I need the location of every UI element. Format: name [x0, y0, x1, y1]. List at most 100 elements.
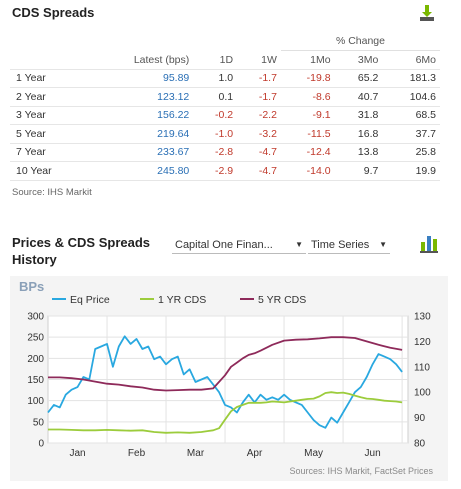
left-tick-label: 50: [33, 417, 45, 428]
change-d1: -0.2: [193, 105, 238, 125]
cds-history-chart: BPs 0 50 100 150 200 250 300 80 90 100 110 120 130 Jan…: [10, 276, 448, 481]
change-mo6: 37.7: [382, 124, 440, 143]
col-header-1d: 1D: [219, 53, 234, 66]
change-mo1: -8.6: [280, 87, 335, 106]
history-title-line1: Prices & CDS Spreads: [12, 235, 151, 250]
latest-spread-link[interactable]: 95.89: [86, 68, 194, 88]
change-w1: -1.7: [237, 68, 281, 88]
change-mo1: -12.4: [280, 142, 335, 162]
chevron-down-icon: ▼: [295, 240, 303, 249]
latest-spread-link[interactable]: 123.12: [86, 87, 194, 106]
x-tick-label: May: [304, 448, 323, 459]
y-unit-label: BPs: [19, 279, 44, 294]
right-tick-label: 100: [414, 388, 431, 399]
company-select-value: Capital One Finan...: [175, 238, 273, 251]
pct-change-header: % Change: [280, 32, 440, 51]
series-line-eq-price: [47, 335, 403, 429]
row-tenor-label: 3 Year: [10, 105, 87, 125]
change-mo3: 9.7: [334, 161, 383, 181]
change-mo3: 16.8: [334, 124, 383, 143]
latest-spread-link[interactable]: 233.67: [86, 142, 194, 162]
latest-spread-link[interactable]: 156.22: [86, 105, 194, 125]
change-w1: -3.2: [237, 124, 281, 143]
latest-spread-link[interactable]: 245.80: [86, 161, 194, 181]
chart-type-select-value: Time Series: [311, 238, 370, 251]
legend-label: 1 YR CDS: [158, 294, 206, 306]
cds-table-header-row: Latest (bps) 1D 1W 1Mo 3Mo 6Mo: [10, 51, 440, 70]
chevron-down-icon: ▼: [379, 240, 387, 249]
row-tenor-label: 10 Year: [10, 161, 87, 181]
row-tenor-label: 5 Year: [10, 124, 87, 143]
change-d1: -1.0: [193, 124, 238, 143]
right-tick-label: 130: [414, 312, 431, 323]
x-tick-label: Feb: [128, 448, 146, 459]
table-row: 5 Year 219.64 -1.0 -3.2 -11.5 16.8 37.7: [10, 124, 440, 143]
change-mo3: 31.8: [334, 105, 383, 125]
left-tick-label: 200: [27, 354, 44, 365]
change-mo3: 65.2: [334, 68, 383, 88]
change-mo1: -11.5: [280, 124, 335, 143]
change-mo6: 104.6: [382, 87, 440, 106]
table-row: 2 Year 123.12 0.1 -1.7 -8.6 40.7 104.6: [10, 87, 440, 106]
table-row: 3 Year 156.22 -0.2 -2.2 -9.1 31.8 68.5: [10, 105, 440, 125]
col-header-6mo: 6Mo: [415, 53, 436, 66]
cds-spreads-title: CDS Spreads: [12, 5, 95, 20]
left-tick-label: 0: [38, 439, 44, 450]
chart-type-select[interactable]: Time Series ▼: [308, 236, 390, 254]
row-tenor-label: 2 Year: [10, 87, 87, 106]
change-d1: 1.0: [193, 68, 238, 88]
change-mo6: 19.9: [382, 161, 440, 181]
change-d1: 0.1: [193, 87, 238, 106]
left-tick-label: 300: [27, 312, 44, 323]
col-header-tenor: [10, 51, 87, 70]
change-mo3: 13.8: [334, 142, 383, 162]
col-header-latest: Latest (bps): [133, 53, 190, 66]
col-header-1w: 1W: [261, 53, 277, 66]
right-tick-label: 90: [414, 413, 426, 424]
left-tick-label: 100: [27, 396, 44, 407]
col-header-3mo: 3Mo: [357, 53, 379, 66]
history-title-line2: History: [12, 252, 57, 267]
chart-source-note: Sources: IHS Markit, FactSet Prices: [289, 466, 433, 476]
right-tick-label: 80: [414, 439, 426, 450]
x-tick-label: Jan: [69, 448, 85, 459]
bar-chart-icon[interactable]: [420, 233, 438, 253]
right-tick-label: 120: [414, 337, 431, 348]
change-d1: -2.9: [193, 161, 238, 181]
series-line-5-yr-cds: [48, 336, 403, 392]
change-w1: -4.7: [237, 142, 281, 162]
change-d1: -2.8: [193, 142, 238, 162]
table-row: 10 Year 245.80 -2.9 -4.7 -14.0 9.7 19.9: [10, 161, 440, 181]
latest-spread-link[interactable]: 219.64: [86, 124, 194, 143]
download-icon[interactable]: [419, 4, 435, 22]
cds-spreads-table: % Change Latest (bps) 1D 1W 1Mo 3Mo 6Mo …: [10, 32, 440, 181]
left-tick-label: 250: [27, 333, 44, 344]
row-tenor-label: 1 Year: [10, 68, 87, 88]
chart-svg: BPs 0 50 100 150 200 250 300 80 90 100 110 120 130 Jan…: [19, 279, 433, 476]
cds-source-note: Source: IHS Markit: [12, 187, 92, 198]
x-tick-label: Jun: [365, 448, 381, 459]
company-select[interactable]: Capital One Finan... ▼: [172, 236, 306, 254]
row-tenor-label: 7 Year: [10, 142, 87, 162]
change-w1: -2.2: [237, 105, 281, 125]
change-mo1: -9.1: [280, 105, 335, 125]
change-mo6: 181.3: [382, 68, 440, 88]
change-mo6: 68.5: [382, 105, 440, 125]
history-title: Prices & CDS Spreads History: [12, 234, 162, 268]
table-row: 1 Year 95.89 1.0 -1.7 -19.8 65.2 181.3: [10, 68, 440, 88]
change-mo1: -19.8: [280, 68, 335, 88]
change-mo3: 40.7: [334, 87, 383, 106]
change-mo1: -14.0: [280, 161, 335, 181]
change-mo6: 25.8: [382, 142, 440, 162]
col-header-1mo: 1Mo: [310, 53, 331, 66]
x-tick-label: Mar: [187, 448, 205, 459]
series-line-1-yr-cds: [48, 391, 403, 434]
legend-label: Eq Price: [70, 294, 110, 306]
right-tick-label: 110: [414, 362, 430, 373]
table-row: 7 Year 233.67 -2.8 -4.7 -12.4 13.8 25.8: [10, 142, 440, 162]
change-w1: -4.7: [237, 161, 281, 181]
legend-label: 5 YR CDS: [258, 294, 306, 306]
change-w1: -1.7: [237, 87, 281, 106]
x-tick-label: Apr: [247, 448, 263, 459]
left-tick-label: 150: [27, 375, 44, 386]
